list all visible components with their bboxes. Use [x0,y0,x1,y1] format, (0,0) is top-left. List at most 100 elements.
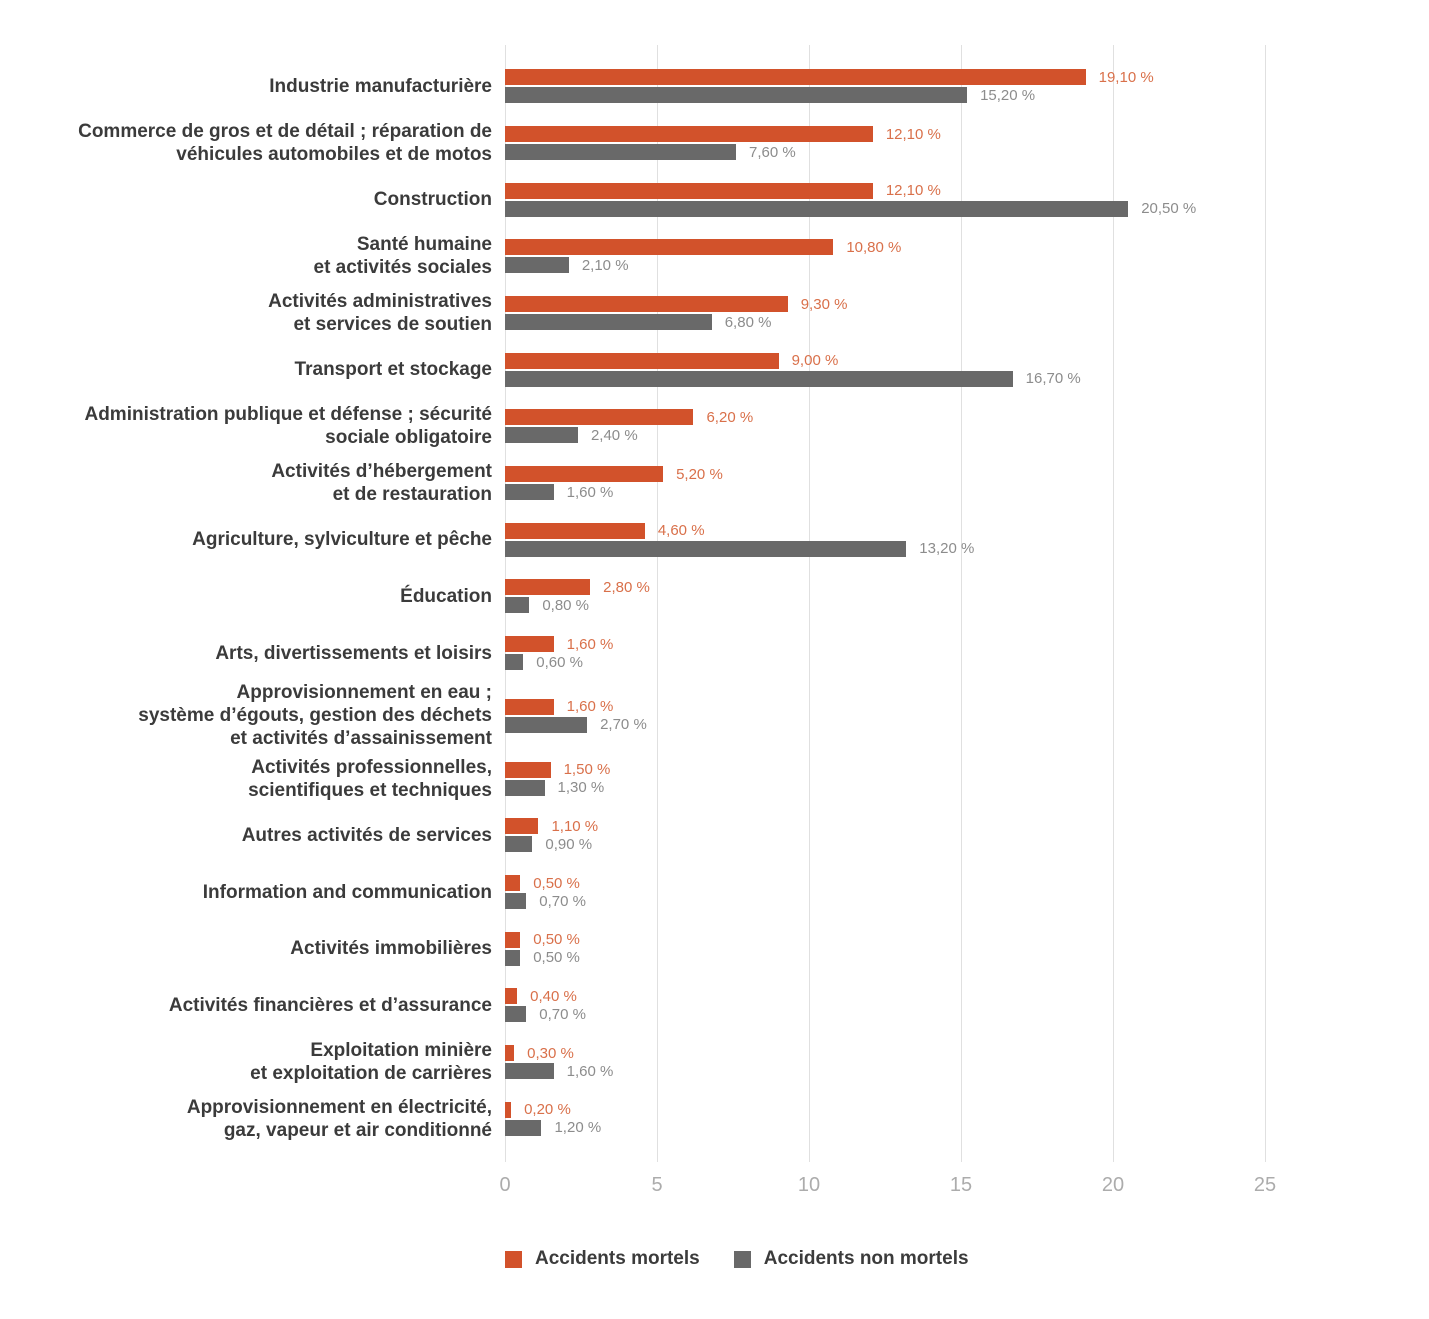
category-label: Activités financières et d’assurance [168,994,492,1016]
legend-item-mortels: Accidents mortels [505,1248,700,1270]
bar-line-non-mortels: 2,70 % [505,716,1265,733]
bar-non-mortels [505,257,569,274]
bar-line-non-mortels: 0,90 % [505,835,1265,853]
x-axis: 0 5 10 15 20 25 [499,1162,1276,1206]
bar-mortels [505,761,551,778]
legend-swatch-non-mortels [733,1250,751,1268]
value-label-non-mortels: 13,20 % [919,540,975,558]
category-row: Approvisionnement en eau ; système d’égou… [0,681,1429,750]
category-label: Exploitation minière et exploitation de c… [250,1040,492,1085]
bar-mortels [505,126,873,142]
value-label-mortels: 12,10 % [885,182,941,200]
bar-mortels [505,636,554,653]
bar-line-mortels: 1,60 % [505,636,1265,653]
value-label-non-mortels: 20,50 % [1141,200,1197,218]
bar-line-non-mortels: 1,30 % [505,779,1265,797]
category-label: Activités administratives et services de … [268,291,492,336]
value-label-non-mortels: 0,70 % [539,1005,586,1023]
value-label-non-mortels: 1,30 % [557,779,605,797]
bar-line-non-mortels: 1,20 % [505,1119,1265,1137]
bar-mortels [505,239,834,256]
bar-non-mortels [505,427,578,444]
bar-line-mortels: 9,30 % [505,296,1265,313]
bar-line-mortels: 1,10 % [505,818,1265,835]
value-label-mortels: 6,20 % [706,408,754,426]
value-label-non-mortels: 0,60 % [536,653,583,671]
bar-mortels [505,409,694,426]
bar-mortels [505,352,779,369]
value-label-mortels: 5,20 % [676,465,723,483]
gridline [1265,45,1266,1162]
value-label-mortels: 0,50 % [533,931,580,949]
value-label-non-mortels: 1,60 % [566,1062,614,1080]
value-label-mortels: 0,50 % [533,874,580,892]
category-label: Éducation [400,585,492,607]
x-tick-label: 0 [499,1174,511,1196]
bar-mortels [505,182,873,199]
bar-mortels [505,931,521,948]
bar-group: 0,40 % 0,70 % [505,988,1265,1023]
bar-group: 9,30 % 6,80 % [505,296,1265,331]
gridline [809,45,810,1162]
bar-line-non-mortels: 0,70 % [505,1005,1265,1023]
value-label-non-mortels: 15,20 % [980,86,1036,104]
category-label: Approvisionnement en eau ; système d’égou… [138,682,492,750]
bar-non-mortels [505,597,530,614]
category-label: Commerce de gros et de détail ; réparati… [78,121,492,165]
bar-group: 19,10 % 15,20 % [505,69,1265,104]
value-label-non-mortels: 2,10 % [581,256,629,274]
value-label-mortels: 2,80 % [603,578,650,596]
bar-non-mortels [505,144,737,160]
bar-line-non-mortels: 0,60 % [505,653,1265,671]
bar-mortels [505,698,554,715]
value-label-mortels: 0,30 % [527,1044,574,1062]
bar-line-mortels: 9,00 % [505,352,1265,369]
category-row: Activités immobilières 0,50 % 0,50 % [0,920,1429,977]
bar-non-mortels [505,716,588,733]
bar-group: 1,10 % 0,90 % [505,818,1265,853]
bar-line-mortels: 5,20 % [505,465,1265,483]
bar-non-mortels [505,893,527,910]
category-row: Construction 12,10 % 20,50 % [0,171,1429,228]
category-row: Commerce de gros et de détail ; réparati… [0,115,1429,172]
value-label-non-mortels: 1,60 % [566,483,614,501]
bar-non-mortels [505,654,524,671]
category-row: Activités d’hébergement et de restauratio… [0,455,1429,512]
value-label-non-mortels: 6,80 % [724,313,772,331]
category-label: Industrie manufacturière [269,75,492,97]
value-label-mortels: 1,50 % [563,761,611,779]
value-label-mortels: 1,60 % [566,698,614,716]
bar-line-non-mortels: 16,70 % [505,370,1265,387]
value-label-non-mortels: 0,50 % [533,949,580,967]
bar-non-mortels [505,314,712,331]
gridline [961,45,962,1162]
value-label-non-mortels: 1,20 % [554,1119,602,1137]
category-row: Santé humaine et activités sociales 10,80… [0,228,1429,285]
bar-line-non-mortels: 7,60 % [505,144,1265,161]
bar-line-mortels: 0,50 % [505,931,1265,949]
gridline [657,45,658,1162]
bar-line-non-mortels: 13,20 % [505,540,1265,558]
bar-line-mortels: 0,40 % [505,988,1265,1005]
bar-line-non-mortels: 1,60 % [505,483,1265,501]
bar-line-mortels: 12,10 % [505,182,1265,200]
bar-group: 12,10 % 20,50 % [505,182,1265,218]
bar-group: 0,20 % 1,20 % [505,1101,1265,1137]
category-label: Approvisionnement en électricité, gaz, va… [186,1096,492,1141]
bar-group: 2,80 % 0,80 % [505,578,1265,614]
bar-mortels [505,522,645,539]
value-label-mortels: 0,20 % [524,1101,571,1119]
value-label-non-mortels: 0,90 % [545,835,593,853]
bar-line-non-mortels: 0,50 % [505,949,1265,967]
bar-line-mortels: 4,60 % [505,522,1265,539]
category-label: Transport et stockage [294,359,492,381]
bar-non-mortels [505,370,1013,387]
category-row: Exploitation minière et exploitation de c… [0,1034,1429,1091]
category-row: Arts, divertissements et loisirs 1,60 % … [0,625,1429,682]
bar-line-mortels: 10,80 % [505,239,1265,256]
bar-mortels [505,296,788,313]
category-row: Transport et stockage 9,00 % 16,70 % [0,341,1429,398]
bar-mortels [505,579,591,596]
bar-non-mortels [505,200,1129,217]
value-label-mortels: 12,10 % [885,125,941,143]
